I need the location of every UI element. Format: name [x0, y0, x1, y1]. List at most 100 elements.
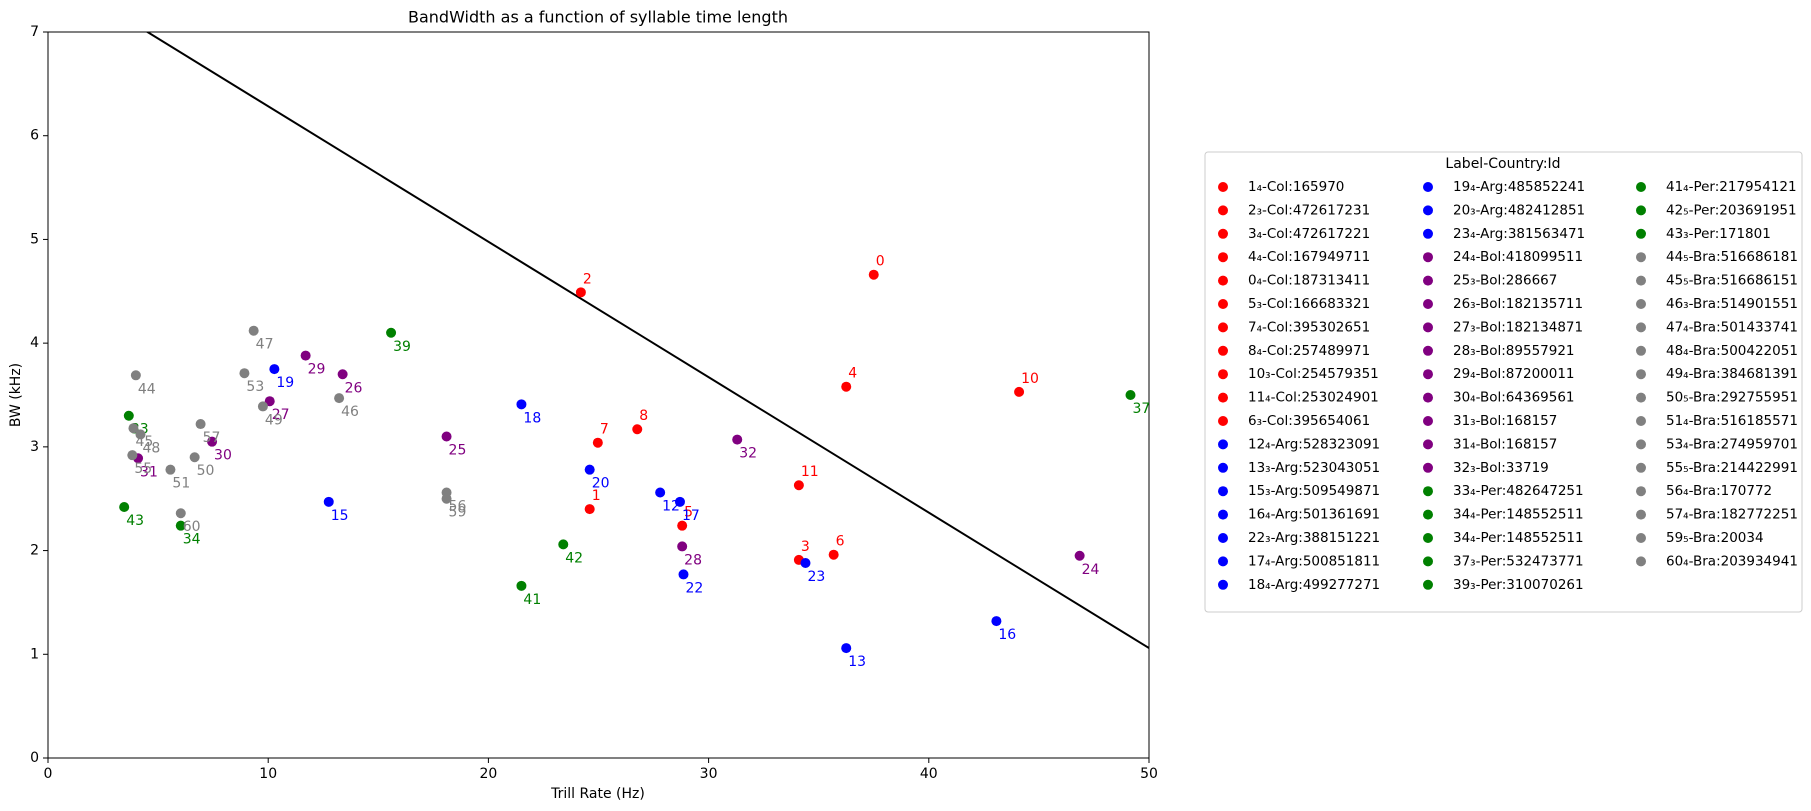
legend-label: 55₅-Bra:214422991	[1666, 460, 1798, 476]
point-label: 19	[276, 375, 294, 391]
legend-label: 12₄-Arg:528323091	[1248, 436, 1380, 452]
point	[677, 520, 688, 531]
y-tick-label: 0	[30, 750, 39, 766]
legend-marker	[1218, 392, 1228, 403]
legend-label: 4₄-Col:167949711	[1248, 249, 1370, 265]
legend-marker	[1218, 462, 1228, 473]
point	[793, 480, 804, 491]
legend-marker	[1636, 556, 1646, 567]
point	[135, 429, 146, 440]
legend-box	[1204, 151, 1803, 613]
legend-marker	[1423, 533, 1433, 543]
legend-label: 17₄-Arg:500851811	[1248, 553, 1380, 569]
legend-label: 11₄-Col:253024901	[1248, 390, 1379, 406]
legend-marker	[1423, 275, 1433, 286]
legend-label: 44₅-Bra:516686181	[1666, 249, 1798, 265]
point	[991, 616, 1002, 627]
legend-label: 22₃-Arg:388151221	[1248, 530, 1380, 546]
point-label: 2	[583, 271, 592, 287]
point-label: 57	[203, 430, 221, 446]
legend-marker	[1218, 182, 1228, 192]
point-label: 11	[801, 464, 819, 480]
point-label: 31	[140, 464, 158, 480]
point-label: 32	[739, 446, 757, 462]
x-tick-label: 40	[920, 766, 938, 782]
y-axis-label: BW (kHz)	[8, 363, 24, 427]
legend-label: 15₃-Arg:509549871	[1248, 483, 1380, 499]
legend-marker	[1218, 439, 1228, 450]
point-label: 1	[592, 488, 601, 504]
point	[441, 493, 452, 504]
point	[677, 541, 688, 552]
trend-line	[145, 32, 1149, 649]
legend-marker	[1636, 509, 1646, 520]
legend-label: 1₄-Col:165970	[1248, 179, 1344, 195]
legend-marker	[1218, 322, 1228, 333]
x-tick-label: 0	[44, 766, 53, 782]
legend-marker	[1423, 462, 1433, 473]
point	[584, 464, 595, 475]
legend-label: 34₄-Per:148552511	[1453, 507, 1584, 523]
point-label: 51	[172, 476, 190, 492]
legend-marker	[1636, 369, 1646, 380]
legend-label: 16₄-Arg:501361691	[1248, 507, 1380, 523]
point	[1125, 390, 1136, 400]
legend-marker	[1423, 299, 1433, 309]
point-label: 20	[592, 476, 610, 492]
point	[189, 452, 200, 463]
x-tick-label: 50	[1140, 766, 1158, 782]
legend-label: 41₄-Per:217954121	[1666, 179, 1797, 195]
legend-label: 25₃-Bol:286667	[1453, 273, 1557, 289]
point-label: 53	[246, 379, 264, 395]
legend-marker	[1423, 369, 1433, 380]
legend-label: 59₅-Bra:20034	[1666, 530, 1764, 546]
legend-label: 39₃-Per:310070261	[1453, 577, 1584, 593]
legend-marker	[1218, 556, 1228, 567]
legend-label: 27₃-Bol:182134871	[1453, 319, 1583, 335]
point-label: 48	[142, 440, 160, 456]
legend-label: 24₄-Bol:418099511	[1453, 249, 1583, 265]
y-tick-label: 5	[30, 231, 39, 247]
legend-label: 43₃-Per:171801	[1666, 226, 1771, 242]
y-tick-label: 3	[30, 439, 39, 455]
legend-marker	[1423, 486, 1433, 497]
point	[300, 350, 311, 361]
point	[264, 396, 275, 407]
point-label: 37	[1133, 401, 1151, 417]
y-tick-label: 1	[30, 646, 39, 662]
point-label: 5	[684, 505, 693, 521]
point-label: 50	[197, 463, 215, 479]
y-tick-label: 7	[30, 24, 39, 40]
legend-marker	[1423, 392, 1433, 403]
point	[334, 393, 345, 404]
legend-label: 26₃-Bol:182135711	[1453, 296, 1583, 312]
point-label: 23	[807, 569, 825, 585]
legend-label: 50₅-Bra:292755951	[1666, 390, 1798, 406]
point	[841, 643, 852, 654]
legend-label: 51₄-Bra:516185571	[1666, 413, 1798, 429]
point-label: 46	[341, 404, 359, 420]
point	[127, 450, 138, 461]
point	[207, 436, 218, 447]
legend-label: 45₅-Bra:516686151	[1666, 273, 1798, 289]
legend-marker	[1423, 345, 1433, 356]
point-label: 34	[183, 532, 201, 548]
point-label: 4	[848, 366, 857, 382]
point-label: 47	[256, 337, 274, 353]
point-label: 13	[848, 654, 866, 670]
legend-marker	[1636, 486, 1646, 497]
legend-marker	[1423, 556, 1433, 567]
point-label: 30	[214, 448, 232, 464]
point	[386, 327, 397, 338]
legend-label: 56₄-Bra:170772	[1666, 483, 1772, 499]
legend-label: 18₄-Arg:499277271	[1248, 577, 1380, 593]
chart-title: BandWidth as a function of syllable time…	[408, 8, 788, 27]
point-label: 44	[138, 381, 156, 397]
point	[130, 370, 141, 381]
point-label: 49	[265, 412, 283, 428]
point-label: 42	[565, 550, 583, 566]
point-label: 59	[449, 505, 467, 521]
legend-label: 37₃-Per:532473771	[1453, 553, 1584, 569]
legend-marker	[1423, 509, 1433, 520]
point	[828, 549, 839, 560]
